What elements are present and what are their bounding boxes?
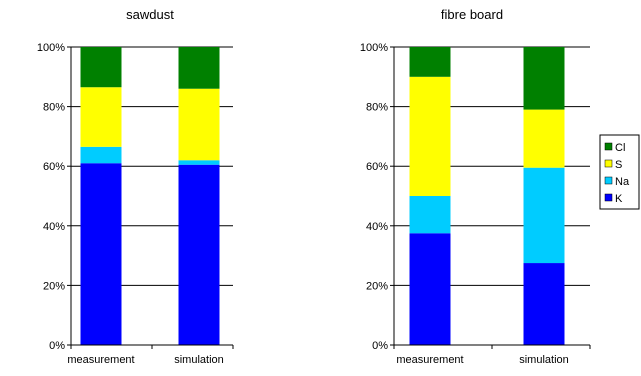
legend-label-cl: Cl [615,142,625,154]
bar-segment-k-simulation [524,263,565,345]
bar-segment-na-measurement [81,147,122,163]
legend-swatch-cl [605,143,612,150]
bar-segment-cl-simulation [524,47,565,110]
y-tick-label: 0% [49,340,65,352]
legend-swatch-k [605,194,612,201]
y-tick-label: 40% [43,221,65,233]
y-tick-label: 40% [366,221,388,233]
y-tick-label: 60% [43,161,65,173]
chart-sawdust: sawdust 0% 20% 40% 60% 80% 100% measurement sim… [37,7,233,366]
y-tick-label: 20% [366,280,388,292]
bar-segment-s-measurement [81,87,122,147]
y-tick-label: 100% [37,42,65,54]
y-tick-label: 0% [372,340,388,352]
y-tick-label: 60% [366,161,388,173]
legend-label-na: Na [615,176,630,188]
bar-segment-s-simulation [179,89,220,161]
chart-title-sawdust: sawdust [126,7,174,22]
bar-segment-s-simulation [524,110,565,168]
bar-segment-k-simulation [179,165,220,345]
legend: Cl S Na K [600,135,639,209]
bar-segment-cl-measurement [81,47,122,87]
bar-segment-na-simulation [524,168,565,263]
legend-label-k: K [615,193,623,205]
x-tick-label: simulation [519,354,569,366]
bar-segment-s-measurement [410,77,451,196]
bar-segment-na-measurement [410,196,451,233]
y-tick-label: 100% [360,42,388,54]
y-tick-label: 20% [43,280,65,292]
legend-label-s: S [615,159,622,171]
y-tick-label: 80% [43,102,65,114]
legend-swatch-s [605,160,612,167]
x-tick-label: simulation [174,354,224,366]
bar-segment-cl-measurement [410,47,451,77]
y-tick-label: 80% [366,102,388,114]
bar-segment-cl-simulation [179,47,220,89]
x-tick-label: measurement [67,354,134,366]
chart-title-fibre-board: fibre board [441,7,503,22]
bar-segment-k-measurement [81,163,122,345]
bar-segment-k-measurement [410,233,451,345]
chart-fibre-board: fibre board 0% 20% 40% 60% 80% 100% measuremen… [360,7,590,366]
x-tick-label: measurement [396,354,463,366]
bar-segment-na-simulation [179,160,220,164]
legend-swatch-na [605,177,612,184]
